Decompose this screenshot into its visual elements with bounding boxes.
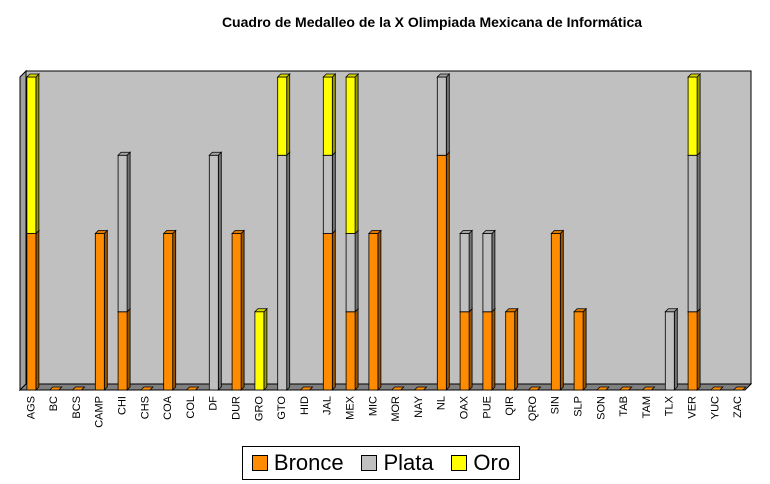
bar-nl-plata <box>436 73 451 157</box>
bar-ags-bronce <box>25 229 40 391</box>
bar-tam-zero <box>641 386 656 391</box>
bar-pue-bronce <box>481 307 496 391</box>
plot-back-wall <box>25 70 752 385</box>
x-tick-label-pue: PUE <box>481 396 493 419</box>
x-tick-label-mic: MIC <box>367 396 379 416</box>
bar-chs-zero <box>139 386 154 391</box>
plot-side-wall <box>19 69 27 392</box>
legend-swatch-bronce <box>251 455 268 471</box>
bar-zac-zero <box>732 386 747 391</box>
x-tick-label-nay: NAY <box>413 395 425 417</box>
bar-mex-oro <box>345 73 360 235</box>
x-tick-label-mex: MEX <box>345 395 357 420</box>
bar-gto-oro <box>276 73 291 157</box>
bar-chi-bronce <box>117 307 132 391</box>
bar-chi-plata <box>117 151 132 313</box>
x-tick-label-coa: COA <box>162 395 174 420</box>
bar-gto-plata <box>276 151 291 391</box>
legend-item-bronce: Bronce <box>251 450 344 476</box>
bar-bcs-zero <box>71 386 86 391</box>
bar-ver-oro <box>687 73 702 157</box>
bar-jal-oro <box>322 73 337 157</box>
bar-bc-zero <box>48 386 63 391</box>
x-tick-label-bcs: BCS <box>71 396 83 419</box>
bar-tab-zero <box>618 386 633 391</box>
bar-camp-bronce <box>94 229 109 391</box>
x-tick-label-slp: SLP <box>573 396 585 417</box>
bar-qro-zero <box>527 386 542 391</box>
x-tick-label-tam: TAM <box>641 396 653 418</box>
bar-tlx-plata <box>664 307 679 391</box>
x-tick-label-yuc: YUC <box>709 396 721 419</box>
x-tick-label-zac: ZAC <box>732 396 744 418</box>
bar-mic-bronce <box>367 229 382 391</box>
bar-nay-zero <box>413 386 428 391</box>
plot-floor <box>18 383 753 391</box>
x-tick-label-tlx: TLX <box>664 395 676 416</box>
x-tick-label-camp: CAMP <box>94 396 106 428</box>
bar-nl-bronce <box>436 151 451 391</box>
bar-mex-plata <box>345 229 360 313</box>
x-tick-label-hid: HID <box>299 396 311 415</box>
legend-item-oro: Oro <box>451 450 510 476</box>
chart-title: Cuadro de Medalleo de la X Olimpiada Mex… <box>221 14 643 30</box>
x-tick-label-tab: TAB <box>618 396 630 417</box>
bar-ver-bronce <box>687 307 702 391</box>
bar-gro-oro <box>253 307 268 391</box>
x-tick-label-oax: OAX <box>459 395 471 419</box>
x-tick-label-son: SON <box>595 396 607 420</box>
x-tick-label-gro: GRO <box>253 396 265 422</box>
x-tick-label-df: DF <box>208 396 220 411</box>
x-tick-label-col: COL <box>185 396 197 419</box>
legend-label-bronce: Bronce <box>273 450 344 475</box>
legend: Bronce Plata Oro <box>242 446 520 480</box>
legend-label-plata: Plata <box>383 450 434 475</box>
bar-df-plata <box>208 151 223 391</box>
legend-swatch-oro <box>451 455 468 471</box>
bar-hid-zero <box>299 386 314 391</box>
x-tick-label-ver: VER <box>687 396 699 419</box>
bar-mor-zero <box>390 386 405 391</box>
x-tick-label-sin: SIN <box>550 396 562 414</box>
x-tick-label-qro: QRO <box>527 396 539 422</box>
bar-dur-bronce <box>231 229 246 391</box>
bar-coa-bronce <box>162 229 177 391</box>
bar-oax-plata <box>459 229 474 313</box>
x-tick-label-dur: DUR <box>231 396 243 420</box>
bar-qir-bronce <box>504 307 519 391</box>
bar-ags-oro <box>25 73 40 235</box>
bar-slp-bronce <box>573 307 588 391</box>
x-tick-label-ags: AGS <box>25 396 37 419</box>
bar-pue-plata <box>481 229 496 313</box>
bar-son-zero <box>595 386 610 391</box>
x-tick-label-bc: BC <box>48 396 60 411</box>
bar-jal-plata <box>322 151 337 235</box>
x-tick-label-nl: NL <box>436 396 448 410</box>
bar-col-zero <box>185 386 200 391</box>
chart-plot: AGS BC BCS CAMP CHI CHS COA COL DF DUR GRO GTO HID JA… <box>18 69 753 428</box>
bar-mex-bronce <box>345 307 360 391</box>
x-tick-label-chi: CHI <box>117 396 129 415</box>
x-tick-label-chs: CHS <box>139 396 151 419</box>
bar-yuc-zero <box>709 386 724 391</box>
bar-sin-bronce <box>550 229 565 391</box>
x-tick-label-jal: JAL <box>322 396 334 415</box>
x-tick-label-mor: MOR <box>390 396 402 422</box>
legend-item-plata: Plata <box>361 450 434 476</box>
bar-jal-bronce <box>322 229 337 391</box>
bar-ver-plata <box>687 151 702 313</box>
bar-oax-bronce <box>459 307 474 391</box>
x-tick-label-qir: QIR <box>504 396 516 416</box>
x-tick-label-gto: GTO <box>276 396 288 420</box>
legend-label-oro: Oro <box>473 450 511 475</box>
legend-swatch-plata <box>361 455 378 471</box>
